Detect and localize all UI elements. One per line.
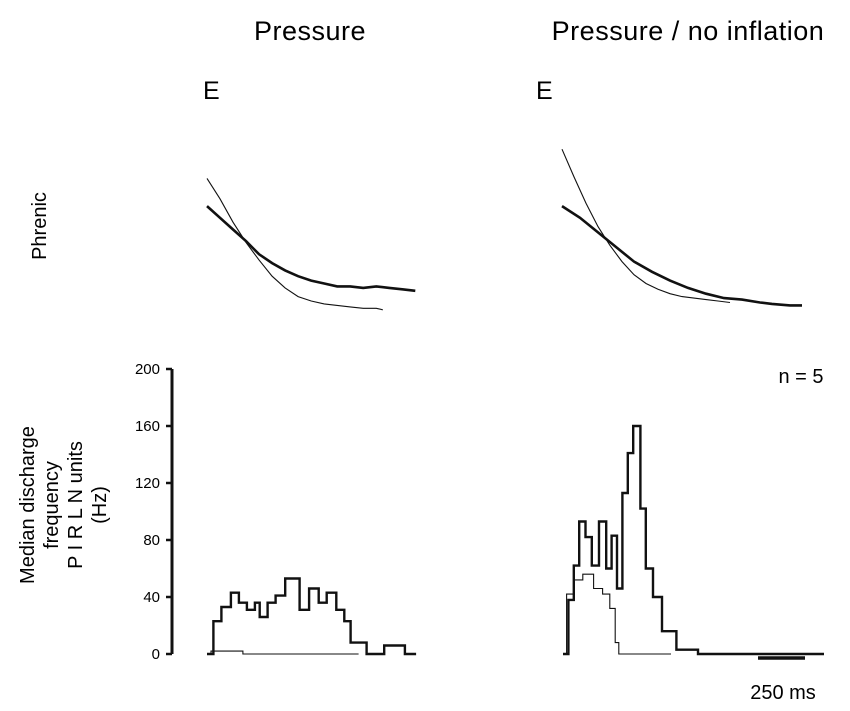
y-tick-label: 160 xyxy=(135,418,160,435)
frequency-traces-right xyxy=(563,424,824,656)
panel-title-left: Pressure xyxy=(254,16,366,46)
phrenic-traces-right xyxy=(561,148,802,307)
phase-label-left: E xyxy=(203,77,220,105)
y-tick-label: 120 xyxy=(135,475,160,492)
frequency-trace-thick xyxy=(207,577,417,656)
phrenic-trace-thick xyxy=(206,205,416,293)
frequency-axis-label: Median discharge frequency P I R L N units… xyxy=(17,426,111,584)
phrenic-trace-thin xyxy=(206,178,383,311)
phrenic-trace-thin xyxy=(561,148,731,304)
phrenic-trace-thick xyxy=(561,205,802,307)
frequency-trace-thin xyxy=(563,573,671,655)
y-tick-label: 40 xyxy=(143,589,160,606)
sample-size-label: n = 5 xyxy=(778,366,823,388)
y-tick-label: 0 xyxy=(152,646,160,663)
frequency-y-axis: 0 40 80 120 160 200 xyxy=(135,361,174,663)
frequency-axis-label-line: (Hz) xyxy=(89,486,111,524)
frequency-trace-thin xyxy=(207,650,359,655)
frequency-traces-left xyxy=(207,577,417,656)
frequency-axis-label-line: frequency xyxy=(41,461,63,549)
time-scale-label: 250 ms xyxy=(750,682,816,704)
frequency-trace-thick xyxy=(563,424,824,656)
phrenic-axis-label: Phrenic xyxy=(29,192,51,260)
y-tick-label: 80 xyxy=(143,532,160,549)
phrenic-traces-left xyxy=(206,178,416,311)
phase-label-right: E xyxy=(536,77,553,105)
panel-title-right: Pressure / no inflation xyxy=(552,16,825,46)
frequency-axis-label-line: P I R L N units xyxy=(65,441,87,569)
frequency-axis-label-line: Median discharge xyxy=(17,426,39,584)
y-tick-label: 200 xyxy=(135,361,160,378)
